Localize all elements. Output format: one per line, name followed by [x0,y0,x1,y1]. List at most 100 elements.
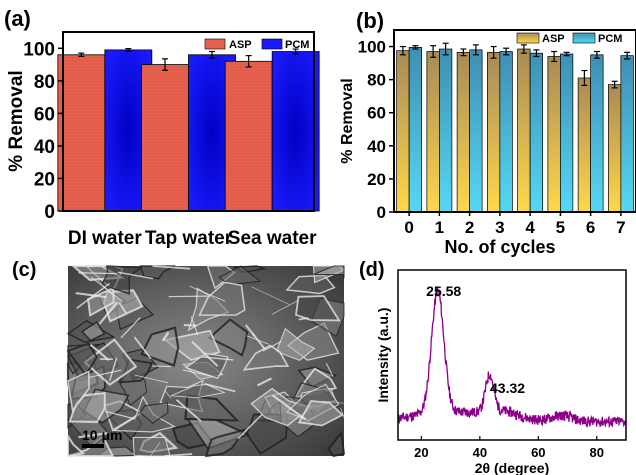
error-bar-asp-6 [581,69,588,87]
x-tick-label: 1 [435,218,444,237]
error-bar-pcm-1 [209,50,215,59]
bar-pcm-cycle-5 [560,53,574,213]
error-bar-asp-0 [399,45,406,56]
panel-c-letter: (c) [12,259,36,281]
panel-a-legend: ASP PCM [204,38,309,51]
bar-pcm-cycle-7 [620,55,634,213]
error-bar-pcm-4 [533,49,540,58]
peak-label-25-58: 25.58 [426,283,461,299]
panel-a-legend-pcm-swatch [261,38,283,50]
panel-b-x-axis-label: No. of cycles [444,237,555,257]
error-bar-pcm-2 [472,44,479,56]
bar-texture [225,61,273,211]
panel-d-letter: (d) [359,259,385,281]
panel-d-x-axis-label: 2θ (degree) [475,460,549,475]
y-tick-label: 80 [367,71,386,90]
panel-b-legend-asp-label: ASP [542,33,565,45]
bar-asp-cycle-4 [517,48,531,213]
panel-b-legend-pcm-swatch [572,32,596,44]
bar-asp-cycle-5 [547,56,561,213]
panel-d-y-axis-label: Intensity (a.u.) [375,308,391,403]
panel-d-peak-annotations: 25.58 43.32 [426,283,525,396]
panel-b-y-ticks: 0 20 40 60 80 100 [358,38,394,222]
panel-d-x-ticks: 20 40 60 80 [414,436,604,460]
panel-b-error-bars [399,42,631,89]
bar-pcm-cycle-6 [590,54,604,213]
panel-a-y-ticks: 0 20 40 60 80 100 [23,39,63,223]
bar-pcm-cycle-4 [529,52,543,213]
bar-texture [272,51,320,212]
panel-a-plot-frame [62,31,315,212]
error-bar-asp-0 [78,52,85,58]
bar-asp-cycle-0 [396,50,410,213]
scale-bar-label: 10 μm [82,427,122,443]
error-bar-asp-2 [245,54,252,68]
panel-b-legend-asp-swatch [516,32,540,44]
panel-a-legend-pcm-label: PCM [285,39,309,51]
panel-b-x-ticks: 0 1 2 3 4 5 6 7 [404,212,626,237]
x-tick-label: 20 [414,445,428,460]
x-tick-label: 40 [473,445,487,460]
panel-b-legend-pcm-label: PCM [598,33,622,45]
panel-b-bars [396,47,634,213]
error-bar-asp-3 [490,45,497,59]
x-tick-label: Tap water [145,228,233,249]
panel-b-plot-frame [393,29,636,213]
error-bar-pcm-6 [593,50,600,59]
bar-asp-cycle-3 [487,51,501,213]
bar-pcm-cycle-2 [469,49,483,213]
bar-pcm-cycle-3 [499,51,513,213]
scale-bar [82,444,104,448]
error-bar-pcm-1 [442,42,449,56]
bar-pcm-cycle-1 [439,48,453,213]
panel-b-legend: ASP PCM [516,32,622,45]
error-bar-asp-4 [520,44,527,54]
bar-pcm-cycle-0 [408,47,422,213]
bar-asp-cycle-7 [608,84,622,213]
bar-asp-cycle-2 [456,51,470,213]
y-tick-label: 40 [34,137,55,158]
y-tick-label: 80 [34,72,55,93]
y-tick-label: 100 [23,39,55,60]
x-tick-label: 3 [495,218,504,237]
error-bar-pcm-2 [292,48,299,55]
y-tick-label: 60 [34,104,55,125]
panel-a-error-bars [78,47,299,71]
x-tick-label: 60 [531,445,545,460]
panel-a-legend-asp-label: ASP [229,39,252,51]
panel-a-bars [57,49,320,212]
x-tick-label: 2 [465,218,474,237]
panel-b-letter: (b) [356,8,384,33]
panel-d-plot-frame [397,269,627,441]
bar-asp-cycle-6 [577,77,591,213]
x-tick-label: Sea water [228,228,317,249]
error-bar-asp-5 [551,50,558,63]
bar-texture [57,54,105,212]
error-bar-asp-2 [460,48,467,57]
error-bar-asp-7 [611,80,618,89]
x-tick-label: 7 [616,218,625,237]
panel-d-xrd-chart: (d) 20 40 60 80 Intensity (a.u.) 2θ (degree… [359,259,627,475]
panel-a-y-axis-label: % Removal [6,70,27,171]
error-bar-asp-1 [430,45,437,58]
x-tick-label: 4 [525,218,535,237]
error-bar-pcm-5 [563,51,570,57]
y-tick-label: 40 [367,137,386,156]
error-bar-pcm-0 [125,47,132,52]
bar-asp-cycle-1 [426,51,440,213]
error-bar-pcm-7 [624,51,631,60]
panel-b-bar-chart: (b) 0 20 40 60 80 100 0 1 2 3 4 5 6 7 % Removal No. … [339,8,636,257]
peak-label-43-32: 43.32 [490,380,525,396]
x-tick-label: 0 [404,218,413,237]
x-tick-label: 5 [556,218,565,237]
error-bar-pcm-0 [412,45,419,50]
y-tick-label: 0 [44,202,55,223]
panel-a-letter: (a) [4,6,31,31]
error-bar-pcm-3 [503,47,510,56]
y-tick-label: 60 [367,104,386,123]
x-tick-label: 6 [586,218,595,237]
y-tick-label: 20 [367,170,386,189]
